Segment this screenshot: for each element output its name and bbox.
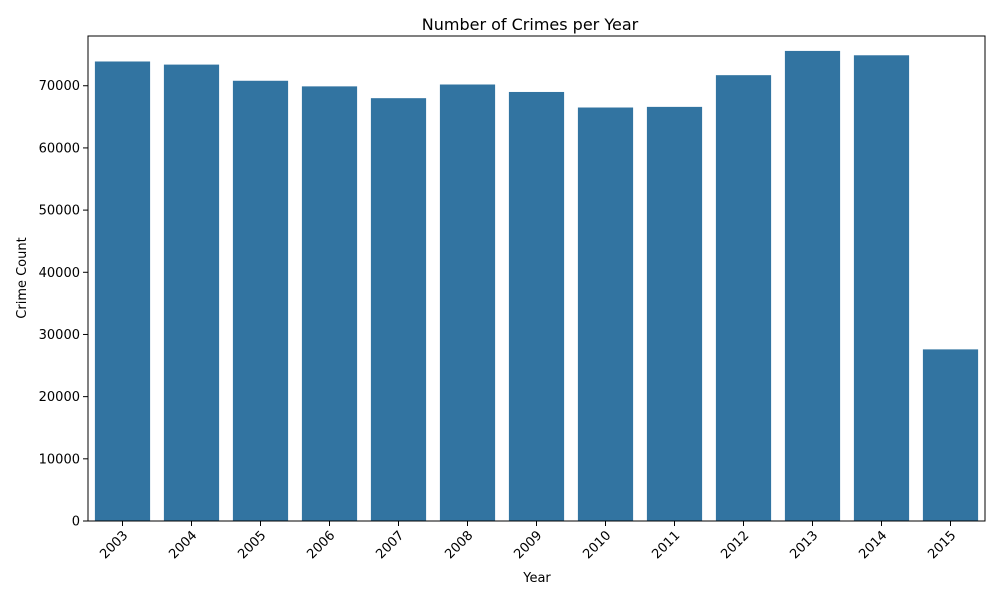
y-tick-label: 50000: [39, 204, 80, 219]
bar-2013: [784, 50, 841, 522]
bars-group: [94, 50, 979, 522]
bar-2009: [508, 91, 565, 522]
bar-2014: [853, 55, 910, 521]
y-tick-label: 30000: [39, 328, 80, 343]
y-tick-label: 0: [72, 515, 80, 530]
y-tick-label: 60000: [39, 141, 80, 156]
bar-2008: [439, 84, 496, 521]
bar-2010: [577, 107, 634, 521]
bar-2005: [232, 80, 289, 522]
y-tick-label: 20000: [39, 390, 80, 405]
y-axis-label: Crime Count: [15, 237, 30, 318]
bar-2006: [301, 86, 358, 522]
bar-2012: [715, 75, 772, 522]
y-tick-label: 70000: [39, 79, 80, 94]
y-tick-label: 40000: [39, 266, 80, 281]
bar-2011: [646, 106, 703, 521]
bar-2007: [370, 98, 427, 522]
bar-2015: [922, 349, 979, 521]
x-axis-label: Year: [522, 571, 551, 586]
y-axis: 0 10000 20000 30000 40000 50000 60000 70000: [39, 79, 88, 530]
bar-2004: [163, 64, 220, 521]
chart-title: Number of Crimes per Year: [422, 15, 639, 34]
bar-2003: [94, 61, 151, 522]
y-tick-label: 10000: [39, 452, 80, 467]
